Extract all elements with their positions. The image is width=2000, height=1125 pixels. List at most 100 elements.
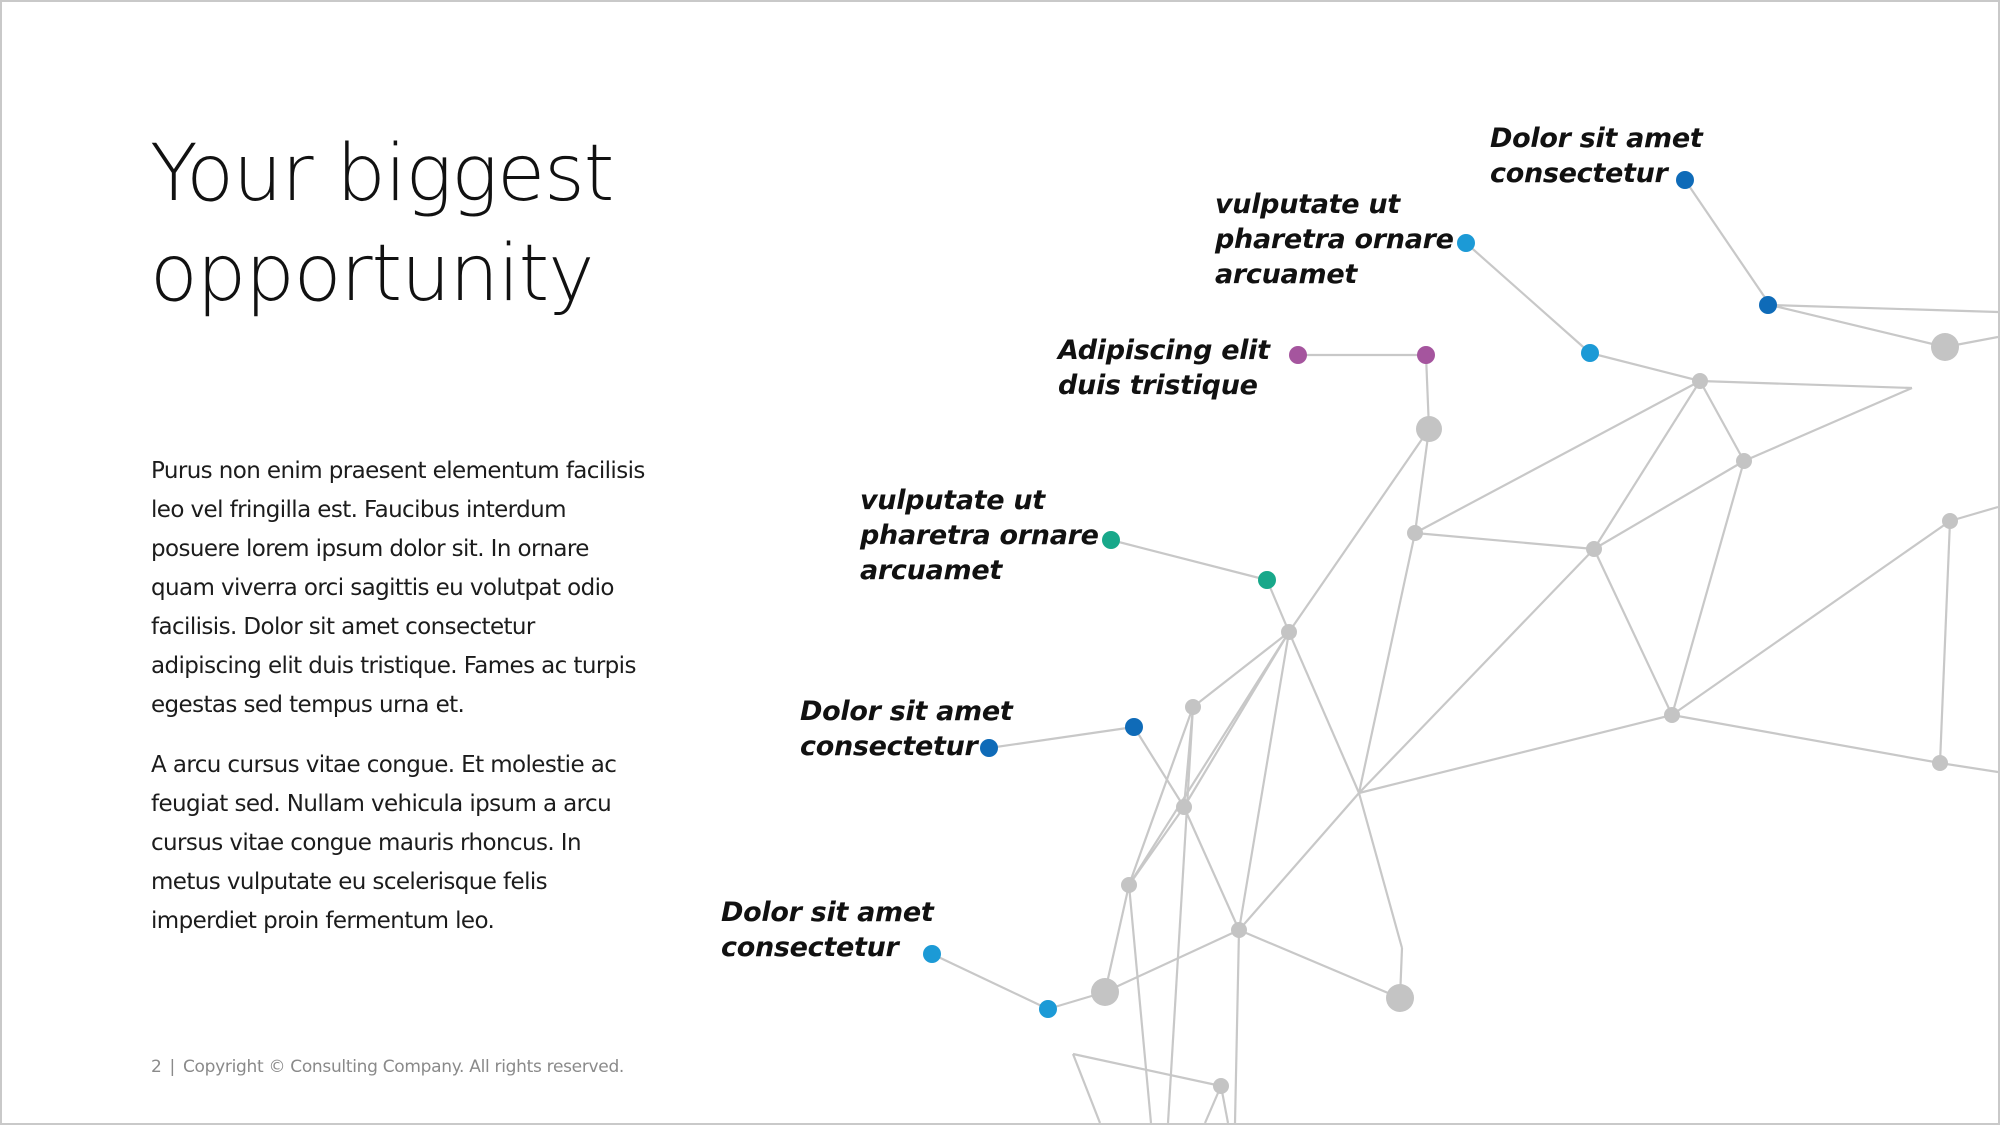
edge [1128, 631, 1290, 886]
node [1231, 922, 1247, 938]
edge [1166, 706, 1195, 1123]
edge [1182, 806, 1241, 931]
edge [1238, 792, 1360, 931]
dark-blue-node [980, 739, 998, 757]
purple-node [1289, 346, 1307, 364]
node [1213, 1078, 1229, 1094]
label-line: Adipiscing elit [1058, 335, 1270, 366]
label-line: duis tristique [1058, 370, 1258, 401]
slide-title: Your biggest opportunity [150, 124, 614, 324]
light-blue-node [1457, 234, 1475, 252]
edge [1072, 1052, 1222, 1088]
node [1185, 699, 1201, 715]
light-blue-node [1581, 344, 1599, 362]
edge [1104, 929, 1240, 993]
edge [931, 953, 1049, 1010]
edge [1237, 631, 1291, 931]
edge [1414, 531, 1595, 551]
edge [1413, 428, 1431, 534]
edge [1593, 548, 1673, 716]
node [1932, 755, 1948, 771]
title-line-2: opportunity [150, 229, 594, 319]
label-line: consectetur [800, 731, 978, 762]
node [1664, 707, 1680, 723]
edge [1593, 380, 1701, 550]
slide-footer: 2 | Copyright © Consulting Company. All ri… [151, 1057, 624, 1077]
label-line: pharetra ornare [860, 520, 1099, 551]
teal-node [1102, 531, 1120, 549]
network-edges [931, 179, 1998, 1123]
light-blue-node [1039, 1000, 1057, 1018]
copyright-text: Copyright © Consulting Company. All righ… [182, 1057, 625, 1077]
body-text: Purus non enim praesent elementum facili… [151, 452, 651, 962]
edge [1133, 726, 1185, 808]
teal-node [1258, 571, 1276, 589]
edge [1769, 303, 1998, 314]
edge [1357, 532, 1417, 794]
network-label-6: Dolor sit amet consectetur [721, 895, 934, 965]
edge [1238, 928, 1401, 1000]
body-paragraph-1: Purus non enim praesent elementum facili… [151, 458, 645, 718]
edge [1938, 520, 1952, 764]
edge [1593, 460, 1745, 550]
label-line: Dolor sit amet [721, 897, 934, 928]
dark-blue-node [1676, 171, 1694, 189]
edge [1949, 505, 1998, 523]
edge [1358, 548, 1595, 794]
node [1407, 525, 1423, 541]
edge [1589, 351, 1701, 383]
label-line: pharetra ornare [1215, 224, 1454, 255]
node [1281, 624, 1297, 640]
edge [1287, 631, 1361, 794]
edge [1288, 428, 1430, 633]
network-nodes [923, 171, 1959, 1094]
edge [1671, 713, 1941, 765]
node [1386, 984, 1414, 1012]
edge [1465, 242, 1591, 354]
purple-node [1417, 346, 1435, 364]
label-line: vulputate ut [1215, 189, 1400, 220]
network-label-4: vulputate ut pharetra ornare arcuamet [860, 483, 1099, 588]
edge [1358, 713, 1673, 795]
edge [1743, 386, 1913, 463]
edge [988, 725, 1135, 750]
label-line: arcuamet [1215, 259, 1357, 290]
edge [1671, 520, 1951, 716]
label-line: Dolor sit amet [1490, 123, 1703, 154]
page-number: 2 [151, 1057, 162, 1077]
edge [1103, 884, 1131, 993]
label-line: consectetur [721, 932, 899, 963]
title-line-1: Your biggest [150, 129, 614, 219]
node [1416, 416, 1442, 442]
node [1586, 541, 1602, 557]
edge [1128, 806, 1185, 886]
node [1121, 877, 1137, 893]
edge [1110, 538, 1268, 582]
label-line: Dolor sit amet [800, 696, 1013, 727]
edge [1684, 179, 1771, 306]
network-label-3: Adipiscing elit duis tristique [1058, 333, 1270, 403]
label-line: vulputate ut [860, 485, 1045, 516]
edge [1127, 706, 1195, 886]
dark-blue-node [1759, 296, 1777, 314]
edge [1414, 380, 1701, 534]
edge [1127, 884, 1153, 1123]
edge [1699, 379, 1913, 390]
edge [1769, 303, 1946, 349]
node [1176, 799, 1192, 815]
edge [1357, 792, 1404, 949]
edge [1265, 579, 1291, 633]
network-label-5: Dolor sit amet consectetur [800, 694, 1013, 764]
label-line: consectetur [1490, 158, 1668, 189]
light-blue-node [923, 945, 941, 963]
node [1736, 453, 1752, 469]
network-label-1: Dolor sit amet consectetur [1490, 121, 1703, 191]
network-label-2: vulputate ut pharetra ornare arcuamet [1215, 187, 1454, 292]
node [1942, 513, 1958, 529]
edge [1192, 631, 1290, 708]
edge [1071, 1053, 1102, 1123]
node [1692, 373, 1708, 389]
edge [1670, 460, 1746, 716]
